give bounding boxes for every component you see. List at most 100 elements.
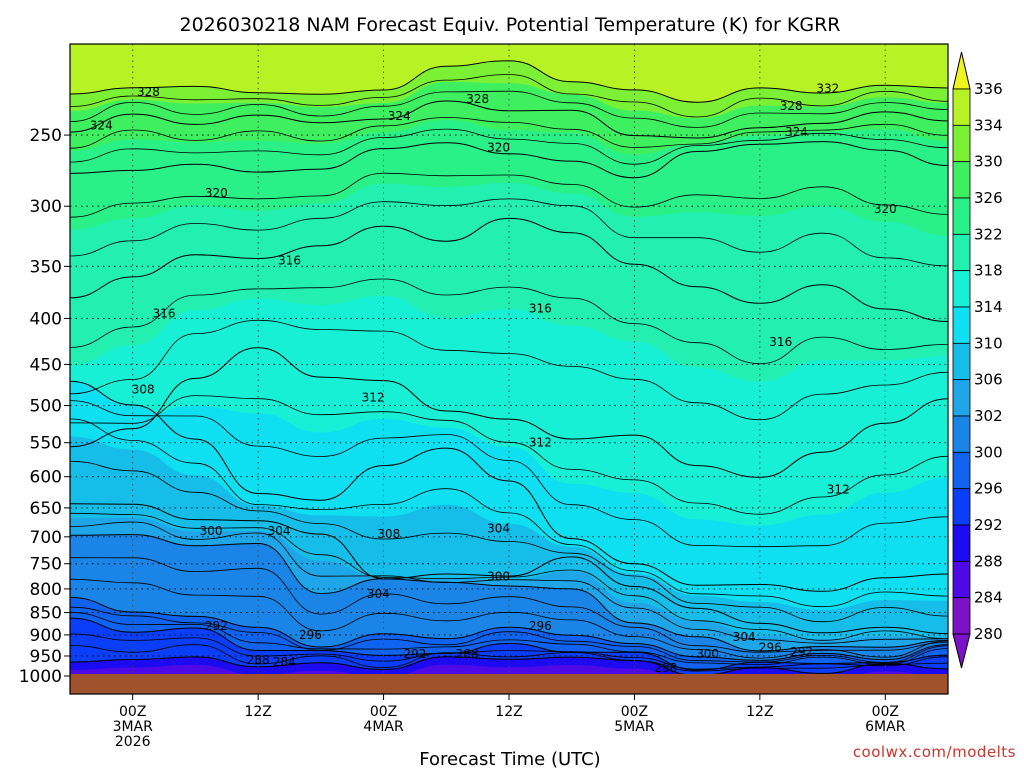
x-axis-title: Forecast Time (UTC) — [419, 749, 600, 768]
colorbar-label-334: 334 — [974, 116, 1003, 134]
contour-label-11: 316 — [529, 302, 552, 316]
colorbar-label-280: 280 — [974, 625, 1003, 643]
colorbar-swatch-3 — [952, 197, 971, 235]
colorbar-swatch-2 — [952, 161, 971, 199]
contour-label-2: 328 — [780, 99, 803, 113]
colorbar-swatch-1 — [952, 124, 971, 163]
contour-minor-292-1 — [70, 644, 948, 672]
credit-text: coolwx.com/modelts — [853, 743, 1016, 761]
contour-label-35: 288 — [654, 661, 677, 675]
x-tick-label-12-0: 12Z — [244, 704, 271, 720]
contour-label-34: 284 — [273, 655, 296, 669]
contour-minor-312-0 — [70, 395, 948, 515]
x-tick-label-60-0: 12Z — [746, 704, 773, 720]
contour-label-29: 292 — [205, 619, 228, 633]
contour-minor-316-1 — [70, 319, 948, 421]
y-tick-label-250: 250 — [30, 126, 62, 146]
contour-label-24: 300 — [487, 570, 510, 584]
contour-label-20: 304 — [487, 521, 510, 535]
color-bands — [70, 44, 948, 694]
colorbar-swatch-0 — [952, 88, 971, 126]
colorbar-label-336: 336 — [974, 80, 1003, 98]
contour-label-19: 304 — [268, 524, 291, 538]
contour-minor-304-0 — [70, 512, 948, 641]
colorbar-swatch-5 — [952, 270, 971, 308]
y-tick-label-300: 300 — [30, 197, 62, 217]
colorbar-swatch-9 — [952, 415, 971, 453]
contour-label-12: 316 — [153, 307, 176, 321]
contour-minor-292-0 — [70, 633, 948, 670]
colorbar-swatch-13 — [952, 560, 971, 599]
x-tick-label-72-1: 6MAR — [865, 719, 906, 735]
y-tick-label-750: 750 — [30, 555, 62, 575]
colorbar-label-322: 322 — [974, 225, 1003, 243]
contour-label-15: 312 — [529, 436, 552, 450]
colorbar-swatch-11 — [952, 488, 971, 526]
contour-minor-308-1 — [70, 460, 948, 623]
colorbar-swatch-8 — [952, 379, 971, 417]
contour-labels: 328 328 328 332 324 324 324 320 320 320 316 316 316 3… — [90, 82, 897, 675]
contour-label-32: 288 — [456, 647, 479, 661]
contour-288 — [70, 656, 948, 676]
contour-minor-324-1 — [70, 128, 948, 165]
x-tick-label-24-1: 4MAR — [363, 719, 404, 735]
y-tick-label-650: 650 — [30, 499, 62, 519]
y-tick-label-950: 950 — [30, 647, 62, 667]
contour-minor-304-1 — [70, 521, 948, 644]
contour-label-25: 300 — [696, 647, 719, 661]
contour-300 — [70, 534, 948, 652]
colorbar: 336 334 330 326 322 318 314 310 306 302 300 296 292 2… — [952, 51, 1003, 669]
chart-title: 2026030218 NAM Forecast Equiv. Potential… — [180, 14, 841, 36]
colorbar-label-284: 284 — [974, 589, 1003, 607]
x-tick-label-24-0: 00Z — [370, 704, 397, 720]
contour-minor-300-1 — [70, 578, 948, 659]
colorbar-label-310: 310 — [974, 334, 1003, 352]
colorbar-top-arrow — [952, 51, 971, 90]
colorbar-swatch-7 — [952, 342, 971, 381]
contour-label-21: 304 — [367, 587, 390, 601]
contour-label-13: 316 — [769, 335, 792, 349]
y-tick-label-600: 600 — [30, 468, 62, 488]
colorbar-bottom-arrow — [952, 633, 971, 669]
contour-label-18: 308 — [377, 527, 400, 541]
contour-316 — [70, 217, 948, 322]
colorbar-label-288: 288 — [974, 552, 1003, 570]
y-tick-label-900: 900 — [30, 626, 62, 646]
contour-308 — [70, 380, 948, 592]
contour-label-6: 324 — [785, 125, 808, 139]
contour-label-3: 332 — [816, 82, 839, 96]
contour-label-4: 324 — [90, 119, 113, 133]
colorbar-swatch-10 — [952, 451, 971, 490]
colorbar-label-318: 318 — [974, 262, 1003, 280]
x-tick-label-48-0: 00Z — [621, 704, 648, 720]
contour-label-9: 320 — [874, 202, 897, 216]
colorbar-swatch-6 — [952, 306, 971, 344]
contour-minor-320-0 — [70, 172, 948, 218]
contour-label-26: 296 — [529, 619, 552, 633]
y-tick-label-1000: 1000 — [19, 667, 62, 687]
y-tick-label-800: 800 — [30, 580, 62, 600]
colorbar-swatch-12 — [952, 524, 971, 562]
y-tick-label-700: 700 — [30, 528, 62, 548]
y-tick-label-850: 850 — [30, 604, 62, 624]
y-axis: 2503003504004505005506006507007508008509… — [19, 126, 70, 687]
colorbar-swatch-4 — [952, 233, 971, 272]
contour-minor-328-1 — [70, 90, 948, 128]
ground-band — [70, 674, 948, 694]
colorbar-label-302: 302 — [974, 407, 1003, 425]
contour-label-7: 320 — [487, 140, 510, 154]
y-tick-label-550: 550 — [30, 434, 62, 454]
contour-label-28: 296 — [759, 641, 782, 655]
x-tick-label-36-0: 12Z — [495, 704, 522, 720]
contour-minor-296-1 — [70, 611, 948, 666]
colorbar-label-296: 296 — [974, 480, 1003, 498]
contour-320 — [70, 141, 948, 179]
contour-minor-316-0 — [70, 278, 948, 365]
colorbar-label-326: 326 — [974, 189, 1003, 207]
contour-label-10: 316 — [278, 254, 301, 268]
y-tick-label-350: 350 — [30, 257, 62, 277]
contour-label-30: 292 — [403, 647, 426, 661]
x-tick-label-0-1: 3MAR — [113, 719, 154, 735]
contour-minor-312-1 — [70, 400, 948, 548]
